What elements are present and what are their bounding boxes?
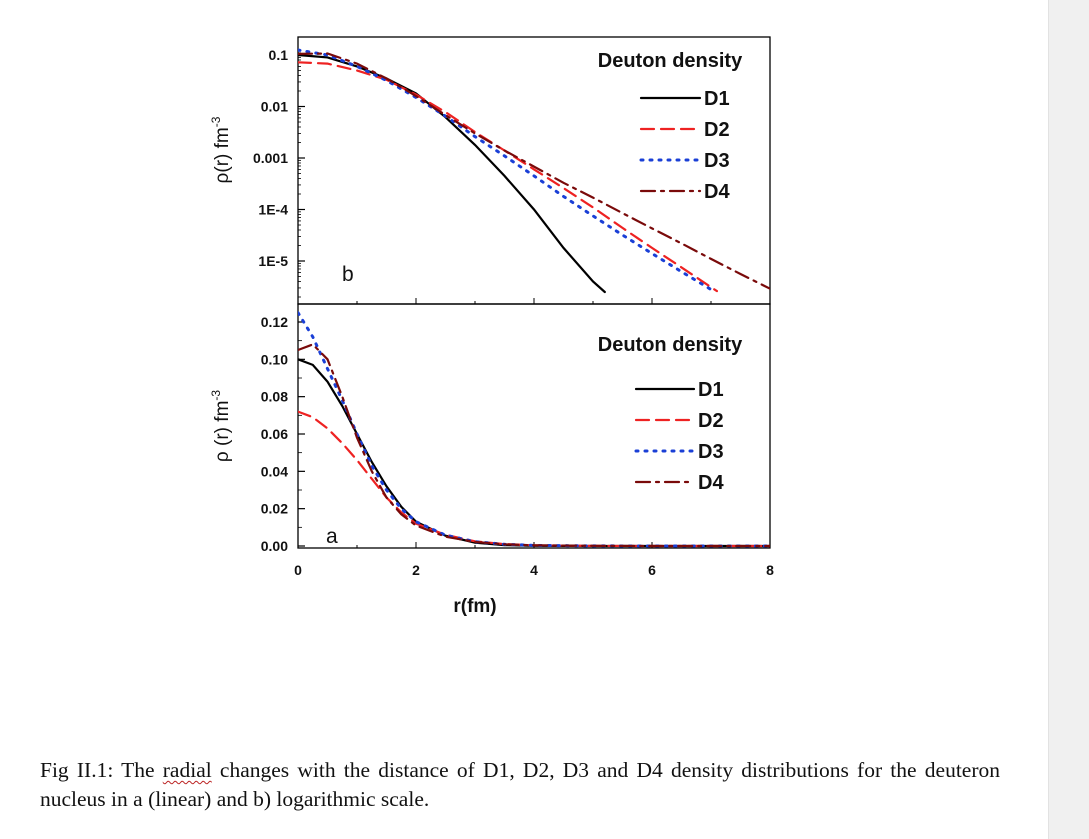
panel-b-legend-label-d2: D2 [704,119,730,141]
panel-a-y-tick-label: 0.12 [261,314,288,330]
panel-b-y-axis-label: ρ(r) fm-3 [209,116,233,183]
panel-a-y-tick-label: 0.10 [261,351,288,367]
document-page: 0 2 4 6 8 r(fm) 0.1 0.01 0.001 1E-4 1E-5 0.12 0.10 0.… [40,36,1000,814]
panel-b-legend-label-d1: D1 [704,88,730,110]
panel-b-letter: b [342,263,354,286]
x-axis-label: r(fm) [453,596,496,617]
panel-b-y-tick-label: 1E-5 [258,253,288,269]
x-tick-label-8: 8 [766,562,774,578]
panel-b-legend-label-d4: D4 [704,181,730,203]
panel-a-letter: a [326,525,338,548]
panel-a-y-tick-label: 0.06 [261,426,288,442]
panel-b-legend-title: Deuton density [598,50,743,72]
panel-b-series-d4 [298,52,770,290]
x-tick-label-0: 0 [294,562,302,578]
panel-b-series-d2 [298,61,718,293]
caption-prefix: Fig II.1: The [40,758,163,782]
panel-b-y-tick-label: 0.1 [269,47,289,63]
panel-a-legend-label-d4: D4 [698,472,724,494]
panel-a-y-axis-label: ρ (r) fm-3 [209,390,233,462]
deuteron-density-figure: 0 2 4 6 8 r(fm) 0.1 0.01 0.001 1E-4 1E-5 0.12 0.10 0.… [209,36,774,617]
panel-b-series-d3 [298,48,713,291]
x-tick-label-2: 2 [412,562,420,578]
panel-a-y-tick-label: 0.08 [261,389,288,405]
panel-a-legend-label-d1: D1 [698,379,724,401]
panel-b-y-tick-label: 1E-4 [258,202,288,218]
caption-suffix: changes with the distance of D1, D2, D3 … [40,758,1000,811]
x-tick-label-6: 6 [648,562,656,578]
panel-b-y-tick-label: 0.01 [261,99,288,115]
panel-a-y-tick-label: 0.00 [261,538,288,554]
panel-a-legend-label-d2: D2 [698,410,724,432]
panel-a-series-d4 [298,343,770,548]
panel-b-series-d1 [298,53,606,294]
panel-b-y-tick-label: 0.001 [253,150,288,166]
panel-a-legend-label-d3: D3 [698,441,724,463]
caption-misspelled-word: radial [162,758,212,782]
panel-a-y-tick-label: 0.04 [261,463,288,479]
x-tick-label-4: 4 [530,562,538,578]
panel-b-legend-label-d3: D3 [704,150,730,172]
panel-a-legend-title: Deuton density [598,334,743,356]
panel-a-y-tick-label: 0.02 [261,501,288,517]
figure-caption: Fig II.1: The radial changes with the di… [40,756,1000,814]
window-right-gutter [1048,0,1089,839]
